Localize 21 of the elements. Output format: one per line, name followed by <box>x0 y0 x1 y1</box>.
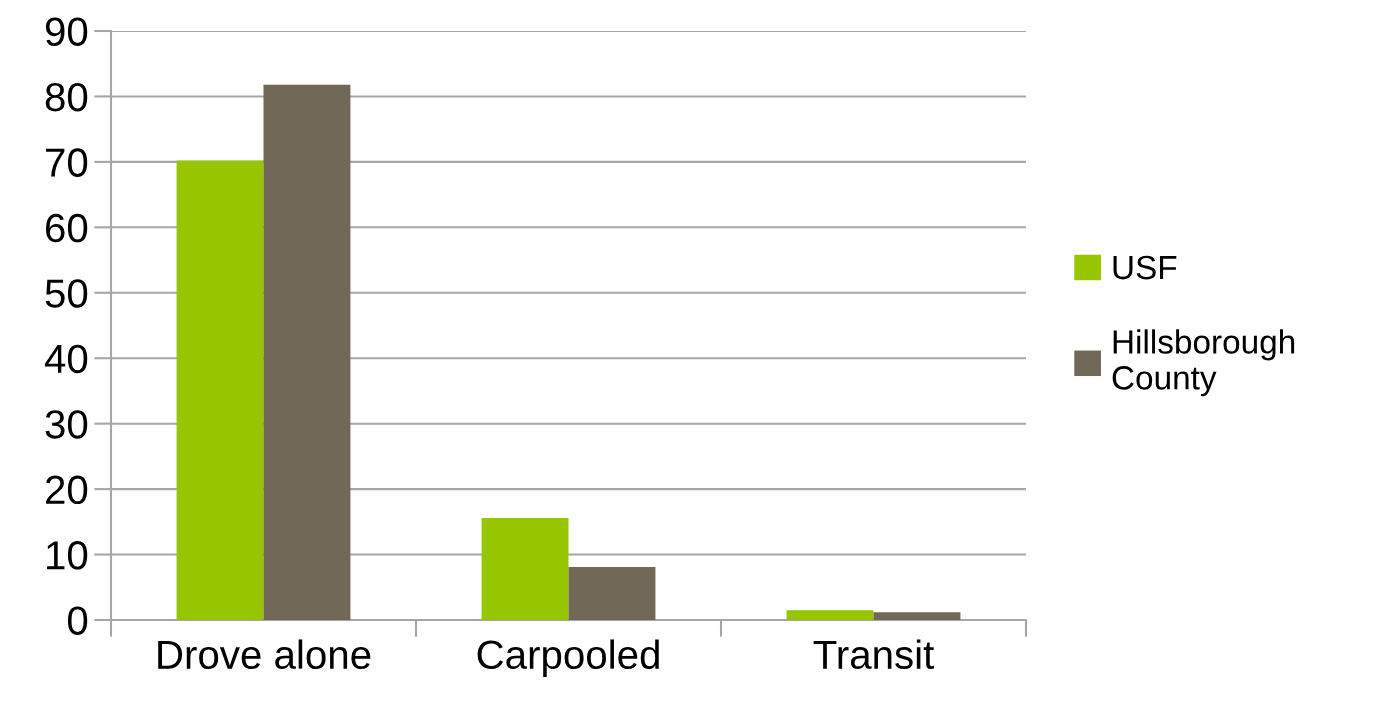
y-tick-label: 40 <box>44 344 88 374</box>
bar <box>176 160 264 620</box>
bar <box>873 612 961 620</box>
bar <box>568 566 656 620</box>
x-tick-label: Carpooled <box>477 639 659 677</box>
bar <box>481 517 569 620</box>
legend-label: Hillsborough County <box>1112 329 1295 397</box>
x-tick-label: Transit <box>813 639 934 670</box>
y-tick-label: 60 <box>46 213 88 243</box>
legend-label: USF <box>1113 255 1177 280</box>
bar <box>786 610 874 620</box>
y-tick-label: 30 <box>45 410 88 439</box>
y-tick-label: 70 <box>46 148 88 177</box>
y-tick-label: 20 <box>46 475 88 505</box>
y-tick-label: 50 <box>45 279 88 308</box>
y-tick-label: 10 <box>47 541 88 570</box>
y-tick-label: 80 <box>45 82 88 112</box>
bar <box>263 84 351 620</box>
y-tick-label: 90 <box>45 17 88 46</box>
y-tick-label: 0 <box>67 606 88 635</box>
x-tick-label: Drove alone <box>158 639 371 670</box>
